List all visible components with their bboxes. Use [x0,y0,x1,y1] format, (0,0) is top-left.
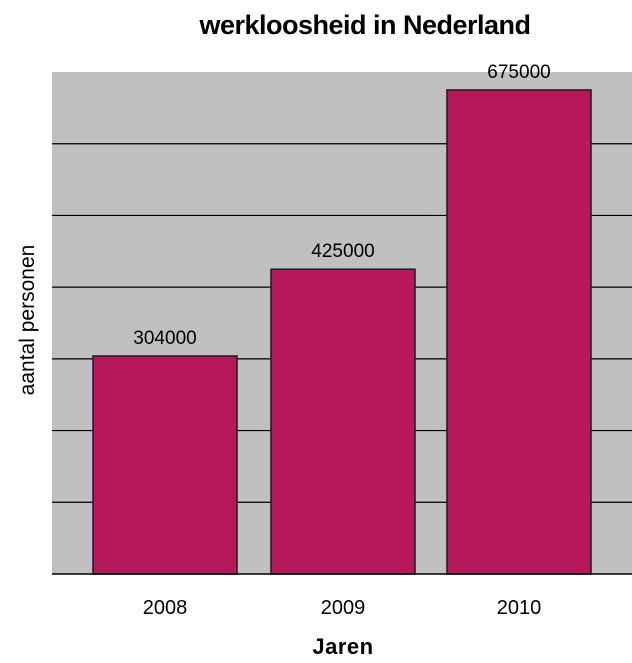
bar-2008 [92,355,238,575]
x-axis-label: Jaren [312,634,374,659]
chart-title: werkloosheid in Nederland [199,10,531,40]
data-labels: 304000 425000 675000 [133,62,550,349]
bar-2009 [270,268,416,575]
x-tick-label-2010: 2010 [497,597,542,619]
data-label-2008: 304000 [133,328,196,349]
x-tick-label-2009: 2009 [321,597,366,619]
bars [92,89,592,575]
bar-2010 [446,89,592,575]
data-label-2009: 425000 [311,241,374,262]
x-tick-labels: 2008 2009 2010 [143,597,542,619]
x-tick-label-2008: 2008 [143,597,188,619]
data-label-2010: 675000 [487,62,550,83]
